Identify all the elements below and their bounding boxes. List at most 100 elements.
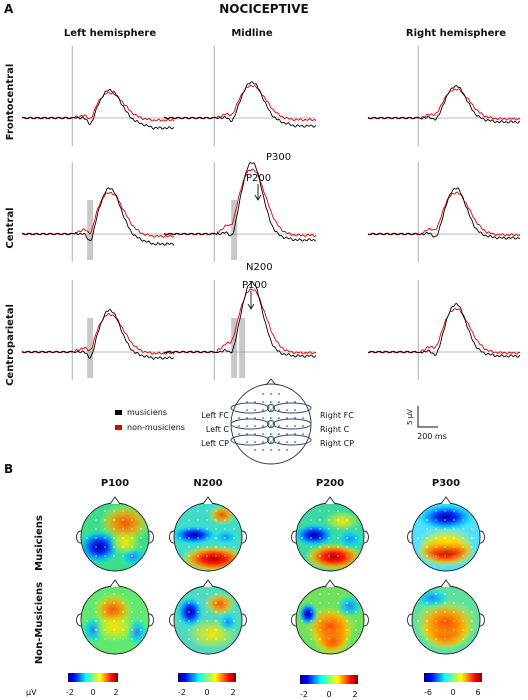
colorbar-p200-tick-max: 2 (352, 690, 357, 699)
trace-musicians (367, 187, 521, 240)
montage-electrode (270, 401, 272, 403)
erp-panel-frontocentral-left (21, 46, 175, 146)
montage-electrode (262, 441, 264, 443)
montage-electrode (286, 417, 288, 419)
nose (109, 579, 121, 588)
montage-electrode (246, 409, 248, 411)
montage-electrode (246, 441, 248, 443)
trace-musicians (163, 280, 317, 358)
group-label-musiciens: Musiciens (34, 515, 45, 571)
montage-electrode (262, 401, 264, 403)
montage-electrode (262, 433, 264, 435)
scalp-topographies (76, 496, 485, 655)
colorbar-p100 (68, 673, 118, 682)
erp-panel-centroparietal-right (367, 280, 521, 380)
trace-musicians (21, 89, 175, 130)
label-left-c: Left C (206, 425, 230, 434)
roi-mid-cp (267, 436, 275, 444)
column-header-left: Left hemisphere (64, 28, 156, 39)
panel-a-letter: A (4, 2, 14, 16)
montage-electrode (286, 401, 288, 403)
roi-mid-c (267, 420, 275, 428)
right-ear (241, 530, 247, 544)
label-right-cp: Right CP (320, 439, 354, 448)
montage-electrode (270, 393, 272, 395)
montage-electrode (254, 425, 256, 427)
row-label-central: Central (5, 207, 16, 248)
montage-electrode (302, 417, 304, 419)
colorbar-p200-tick-zero: 0 (326, 690, 331, 699)
montage-electrode (294, 425, 296, 427)
montage-electrode (278, 425, 280, 427)
left-ear (291, 530, 297, 544)
left-ear (76, 530, 82, 544)
legend-label-musicians: musiciens (127, 408, 167, 417)
montage-electrode (294, 417, 296, 419)
right-ear (148, 613, 154, 627)
panel-b-letter: B (4, 462, 13, 476)
label-right-c: Right C (320, 425, 350, 434)
colorbar-p300-tick-max: 6 (475, 688, 480, 697)
topomap-p100-musicians (76, 496, 154, 572)
colorbar-n200-tick-zero: 0 (204, 688, 209, 697)
erp-panel-centroparietal-left (21, 280, 175, 380)
p200-arrowhead (254, 194, 262, 201)
scale-bar: 5 µV 200 ms (406, 406, 447, 441)
right-ear (479, 613, 485, 627)
component-header-p200: P200 (316, 478, 344, 489)
legend: musiciens non-musiciens (115, 408, 185, 432)
column-header-midline: Midline (231, 28, 273, 39)
montage-electrode (262, 409, 264, 411)
group-label-non-musiciens: Non-Musiciens (34, 582, 45, 664)
right-ear (148, 530, 154, 544)
montage-electrode (254, 441, 256, 443)
montage-electrodes (238, 393, 304, 451)
montage-electrode (294, 409, 296, 411)
montage-electrode (278, 401, 280, 403)
montage-electrode (270, 417, 272, 419)
montage-electrode (262, 425, 264, 427)
roi-right-c (272, 418, 312, 430)
montage-electrode (278, 441, 280, 443)
montage-electrode (246, 417, 248, 419)
component-header-p100: P100 (101, 478, 129, 489)
trace-non-musicians (21, 313, 175, 355)
legend-swatch-non-musicians (115, 425, 122, 430)
trace-non-musicians (21, 191, 175, 238)
montage-electrode (286, 409, 288, 411)
trace-musicians (367, 302, 521, 358)
montage-electrode (278, 409, 280, 411)
topomap-p300-non-musicians (407, 579, 485, 655)
colorbar-p100-tick-zero: 0 (90, 688, 95, 697)
montage-electrode (294, 433, 296, 435)
montage-electrode (286, 425, 288, 427)
roi-right-cp (272, 434, 312, 446)
nose (324, 579, 336, 588)
trace-musicians (367, 84, 521, 124)
left-ear (407, 530, 413, 544)
montage-electrode (254, 417, 256, 419)
scale-bar-amplitude: 5 µV (406, 409, 414, 425)
p200-label: P200 (246, 173, 271, 184)
montage-electrode (238, 433, 240, 435)
montage-electrode (246, 425, 248, 427)
erp-panel-central-left (21, 162, 175, 262)
scale-bar-lines (417, 406, 438, 428)
trace-musicians (163, 161, 317, 242)
colorbar-p200 (300, 675, 358, 684)
left-ear (291, 613, 297, 627)
trace-non-musicians (163, 84, 317, 122)
label-left-fc: Left FC (201, 411, 229, 420)
topomap-p200-musicians (291, 496, 369, 572)
montage-electrode (302, 425, 304, 427)
topomap-p100-non-musicians (76, 579, 154, 655)
trace-non-musicians (163, 168, 317, 237)
montage-electrode (286, 433, 288, 435)
colorbar-n200-tick-min: -2 (178, 688, 186, 697)
row-label-centroparietal: Centroparietal (5, 304, 16, 386)
montage-electrode (254, 409, 256, 411)
montage-electrode (262, 393, 264, 395)
p100-arrowhead (247, 303, 255, 310)
montage-electrode (254, 433, 256, 435)
latency-window (239, 318, 246, 378)
